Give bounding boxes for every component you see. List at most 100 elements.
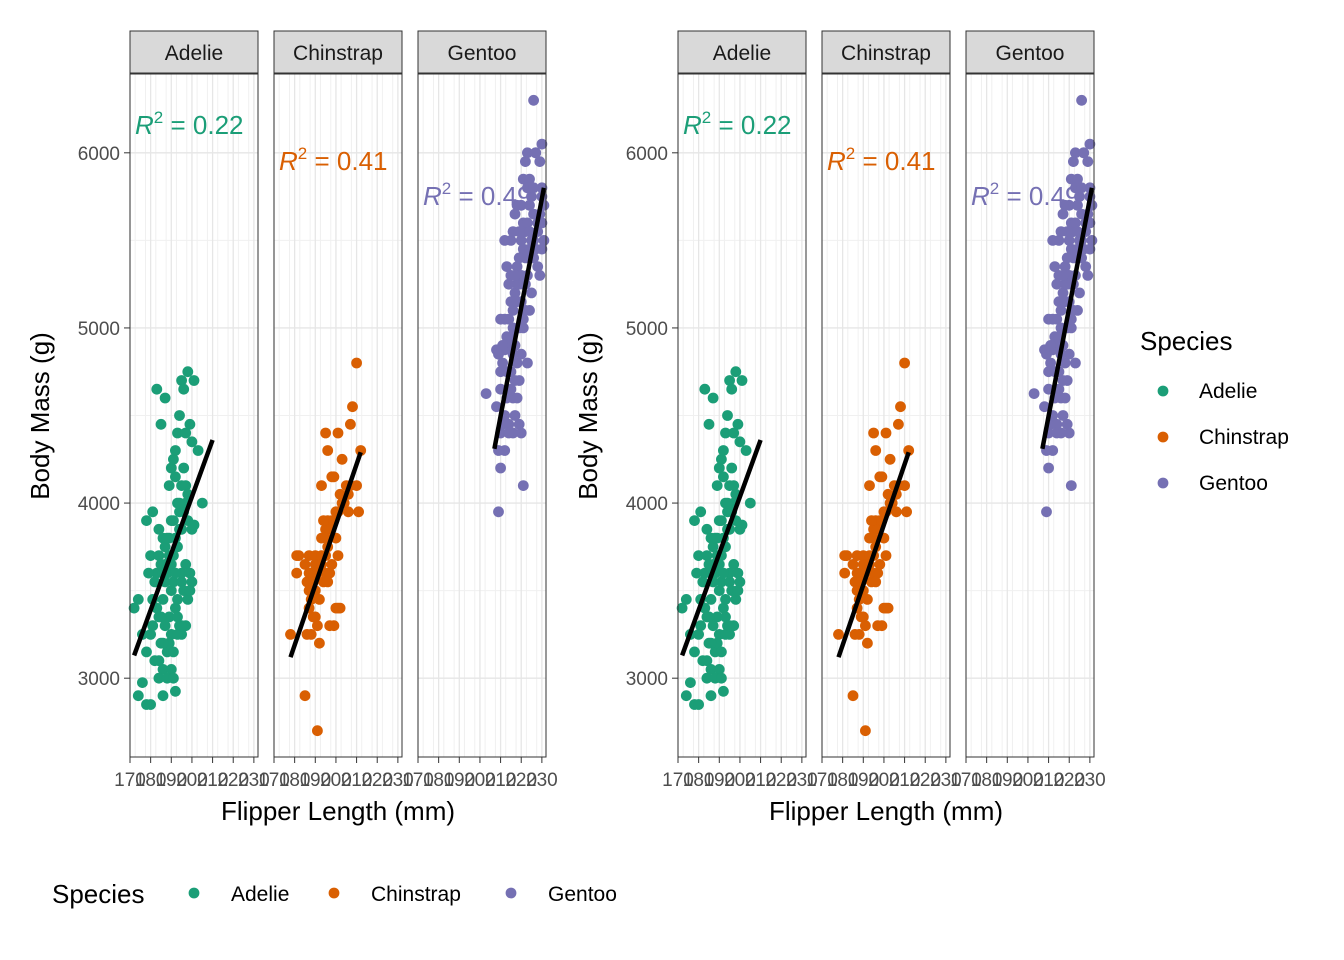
data-point bbox=[307, 611, 319, 623]
data-point bbox=[172, 611, 183, 623]
data-point bbox=[1061, 252, 1073, 264]
data-point bbox=[511, 357, 523, 369]
data-point bbox=[1059, 357, 1071, 369]
facet-strip-label: Adelie bbox=[713, 42, 771, 65]
data-point bbox=[855, 611, 867, 623]
data-point bbox=[703, 418, 715, 430]
data-point bbox=[1047, 235, 1059, 246]
data-point bbox=[1057, 287, 1069, 299]
data-point bbox=[1041, 506, 1052, 518]
data-point bbox=[716, 453, 727, 465]
data-point bbox=[524, 226, 535, 238]
data-point bbox=[697, 576, 709, 588]
data-point bbox=[1063, 235, 1075, 246]
x-tick-label: 170 bbox=[258, 770, 290, 791]
data-point bbox=[528, 182, 539, 194]
r-squared-label: R2 = 0.41 bbox=[279, 144, 387, 176]
data-point bbox=[517, 322, 529, 334]
data-point bbox=[730, 366, 742, 378]
data-point bbox=[713, 462, 725, 474]
x-axis-title: Flipper Length (mm) bbox=[769, 796, 1003, 826]
data-point bbox=[495, 313, 506, 325]
data-point bbox=[168, 646, 179, 658]
data-point bbox=[170, 445, 181, 456]
data-point bbox=[517, 480, 529, 491]
data-point bbox=[868, 427, 879, 439]
legend-label-chinstrap: Chinstrap bbox=[1199, 426, 1289, 449]
data-point bbox=[180, 427, 192, 439]
data-point bbox=[720, 629, 731, 640]
data-point bbox=[899, 357, 910, 369]
data-point bbox=[1072, 226, 1083, 238]
regression-line bbox=[132, 439, 215, 657]
data-point bbox=[342, 506, 354, 518]
data-point bbox=[153, 655, 165, 667]
data-point bbox=[330, 602, 342, 614]
data-point bbox=[355, 445, 367, 456]
data-point bbox=[730, 594, 742, 605]
data-point bbox=[170, 471, 181, 483]
data-point bbox=[1049, 261, 1061, 272]
facet-strip bbox=[821, 30, 951, 74]
data-point bbox=[145, 699, 157, 710]
x-tick-label: 180 bbox=[827, 770, 859, 791]
facet-strip bbox=[965, 30, 1095, 74]
data-point bbox=[734, 576, 746, 588]
data-point bbox=[1082, 270, 1094, 281]
data-point bbox=[513, 418, 525, 430]
data-point bbox=[1086, 235, 1098, 246]
data-point bbox=[351, 357, 362, 369]
legend-label-adelie: Adelie bbox=[1199, 380, 1257, 403]
data-point bbox=[316, 480, 327, 491]
x-tick-label: 170 bbox=[950, 770, 982, 791]
data-point bbox=[701, 523, 713, 535]
data-point bbox=[522, 357, 533, 369]
data-point bbox=[1065, 322, 1077, 334]
x-tick-label: 170 bbox=[114, 770, 146, 791]
data-point bbox=[511, 392, 523, 404]
data-point bbox=[324, 620, 336, 632]
data-point bbox=[720, 427, 731, 439]
data-point bbox=[874, 559, 886, 570]
facet-strip bbox=[129, 30, 259, 74]
data-point bbox=[151, 383, 163, 395]
data-point bbox=[499, 445, 511, 456]
data-point bbox=[188, 519, 200, 531]
data-point bbox=[676, 602, 688, 614]
data-point bbox=[847, 559, 859, 570]
regression-line bbox=[288, 451, 363, 658]
data-point bbox=[1084, 243, 1096, 255]
x-tick-label: 190 bbox=[443, 770, 475, 791]
data-point bbox=[157, 664, 169, 675]
facet-strip-label: Chinstrap bbox=[293, 42, 383, 65]
data-point bbox=[491, 344, 502, 356]
legend-key-adelie bbox=[188, 887, 200, 899]
x-tick-label: 220 bbox=[505, 770, 537, 791]
data-point bbox=[334, 488, 346, 500]
data-point bbox=[689, 515, 700, 526]
data-point bbox=[707, 392, 719, 404]
data-point bbox=[165, 664, 177, 675]
data-point bbox=[718, 445, 729, 456]
data-point bbox=[293, 550, 305, 561]
data-point bbox=[720, 594, 731, 605]
data-point bbox=[884, 453, 896, 465]
data-point bbox=[876, 471, 888, 483]
data-point bbox=[347, 401, 358, 413]
data-point bbox=[145, 629, 157, 640]
data-point bbox=[899, 480, 910, 491]
x-tick-label: 230 bbox=[786, 770, 818, 791]
data-point bbox=[1059, 261, 1071, 272]
data-point bbox=[703, 611, 715, 623]
data-point bbox=[515, 427, 527, 439]
data-point bbox=[163, 480, 175, 491]
data-point bbox=[734, 436, 746, 448]
x-tick-label: 210 bbox=[745, 770, 777, 791]
data-point bbox=[736, 375, 748, 386]
x-tick-label: 170 bbox=[402, 770, 434, 791]
panel-border bbox=[417, 73, 547, 758]
x-tick-label: 200 bbox=[176, 770, 208, 791]
